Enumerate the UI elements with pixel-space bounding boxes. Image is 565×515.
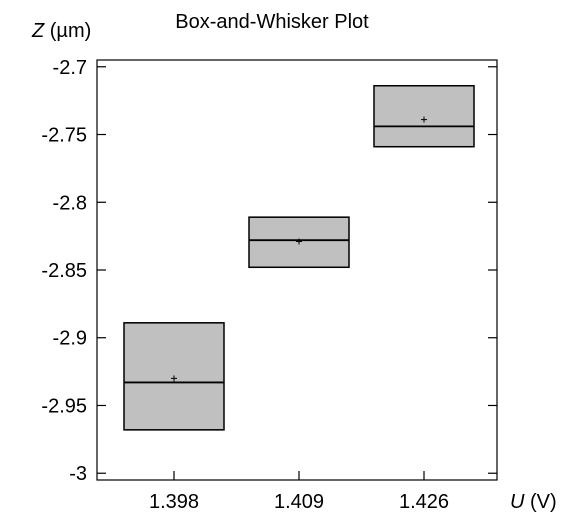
box-iqr bbox=[373, 84, 475, 148]
box-item bbox=[248, 216, 350, 269]
box-item bbox=[373, 84, 475, 148]
x-tick-label: 1.426 bbox=[399, 491, 449, 513]
x-tick-label: 1.409 bbox=[274, 491, 324, 513]
box-series bbox=[123, 84, 475, 431]
chart-title: Box-and-Whisker Plot bbox=[175, 11, 369, 33]
x-axis-symbol: U bbox=[510, 491, 525, 513]
y-axis-label: Z (µm) bbox=[31, 20, 91, 42]
x-axis-ticks: 1.398 1.409 1.426 bbox=[149, 471, 449, 513]
y-axis-symbol: Z bbox=[31, 20, 45, 42]
x-tick-label: 1.398 bbox=[149, 491, 199, 513]
y-tick-label: -2.95 bbox=[41, 395, 87, 417]
y-axis-ticks: -2.7 -2.75 -2.8 -2.85 -2.9 -2.95 -3 bbox=[41, 57, 497, 485]
box-item bbox=[123, 322, 225, 431]
y-tick-label: -2.9 bbox=[53, 328, 87, 350]
y-axis-unit: (µm) bbox=[44, 20, 91, 42]
x-axis-unit: (V) bbox=[524, 491, 556, 513]
y-tick-label: -2.75 bbox=[41, 125, 87, 147]
y-tick-label: -2.8 bbox=[53, 192, 87, 214]
x-axis-label: U (V) bbox=[510, 491, 557, 513]
y-tick-label: -3 bbox=[69, 463, 87, 485]
y-tick-label: -2.85 bbox=[41, 260, 87, 282]
y-tick-label: -2.7 bbox=[53, 57, 87, 79]
